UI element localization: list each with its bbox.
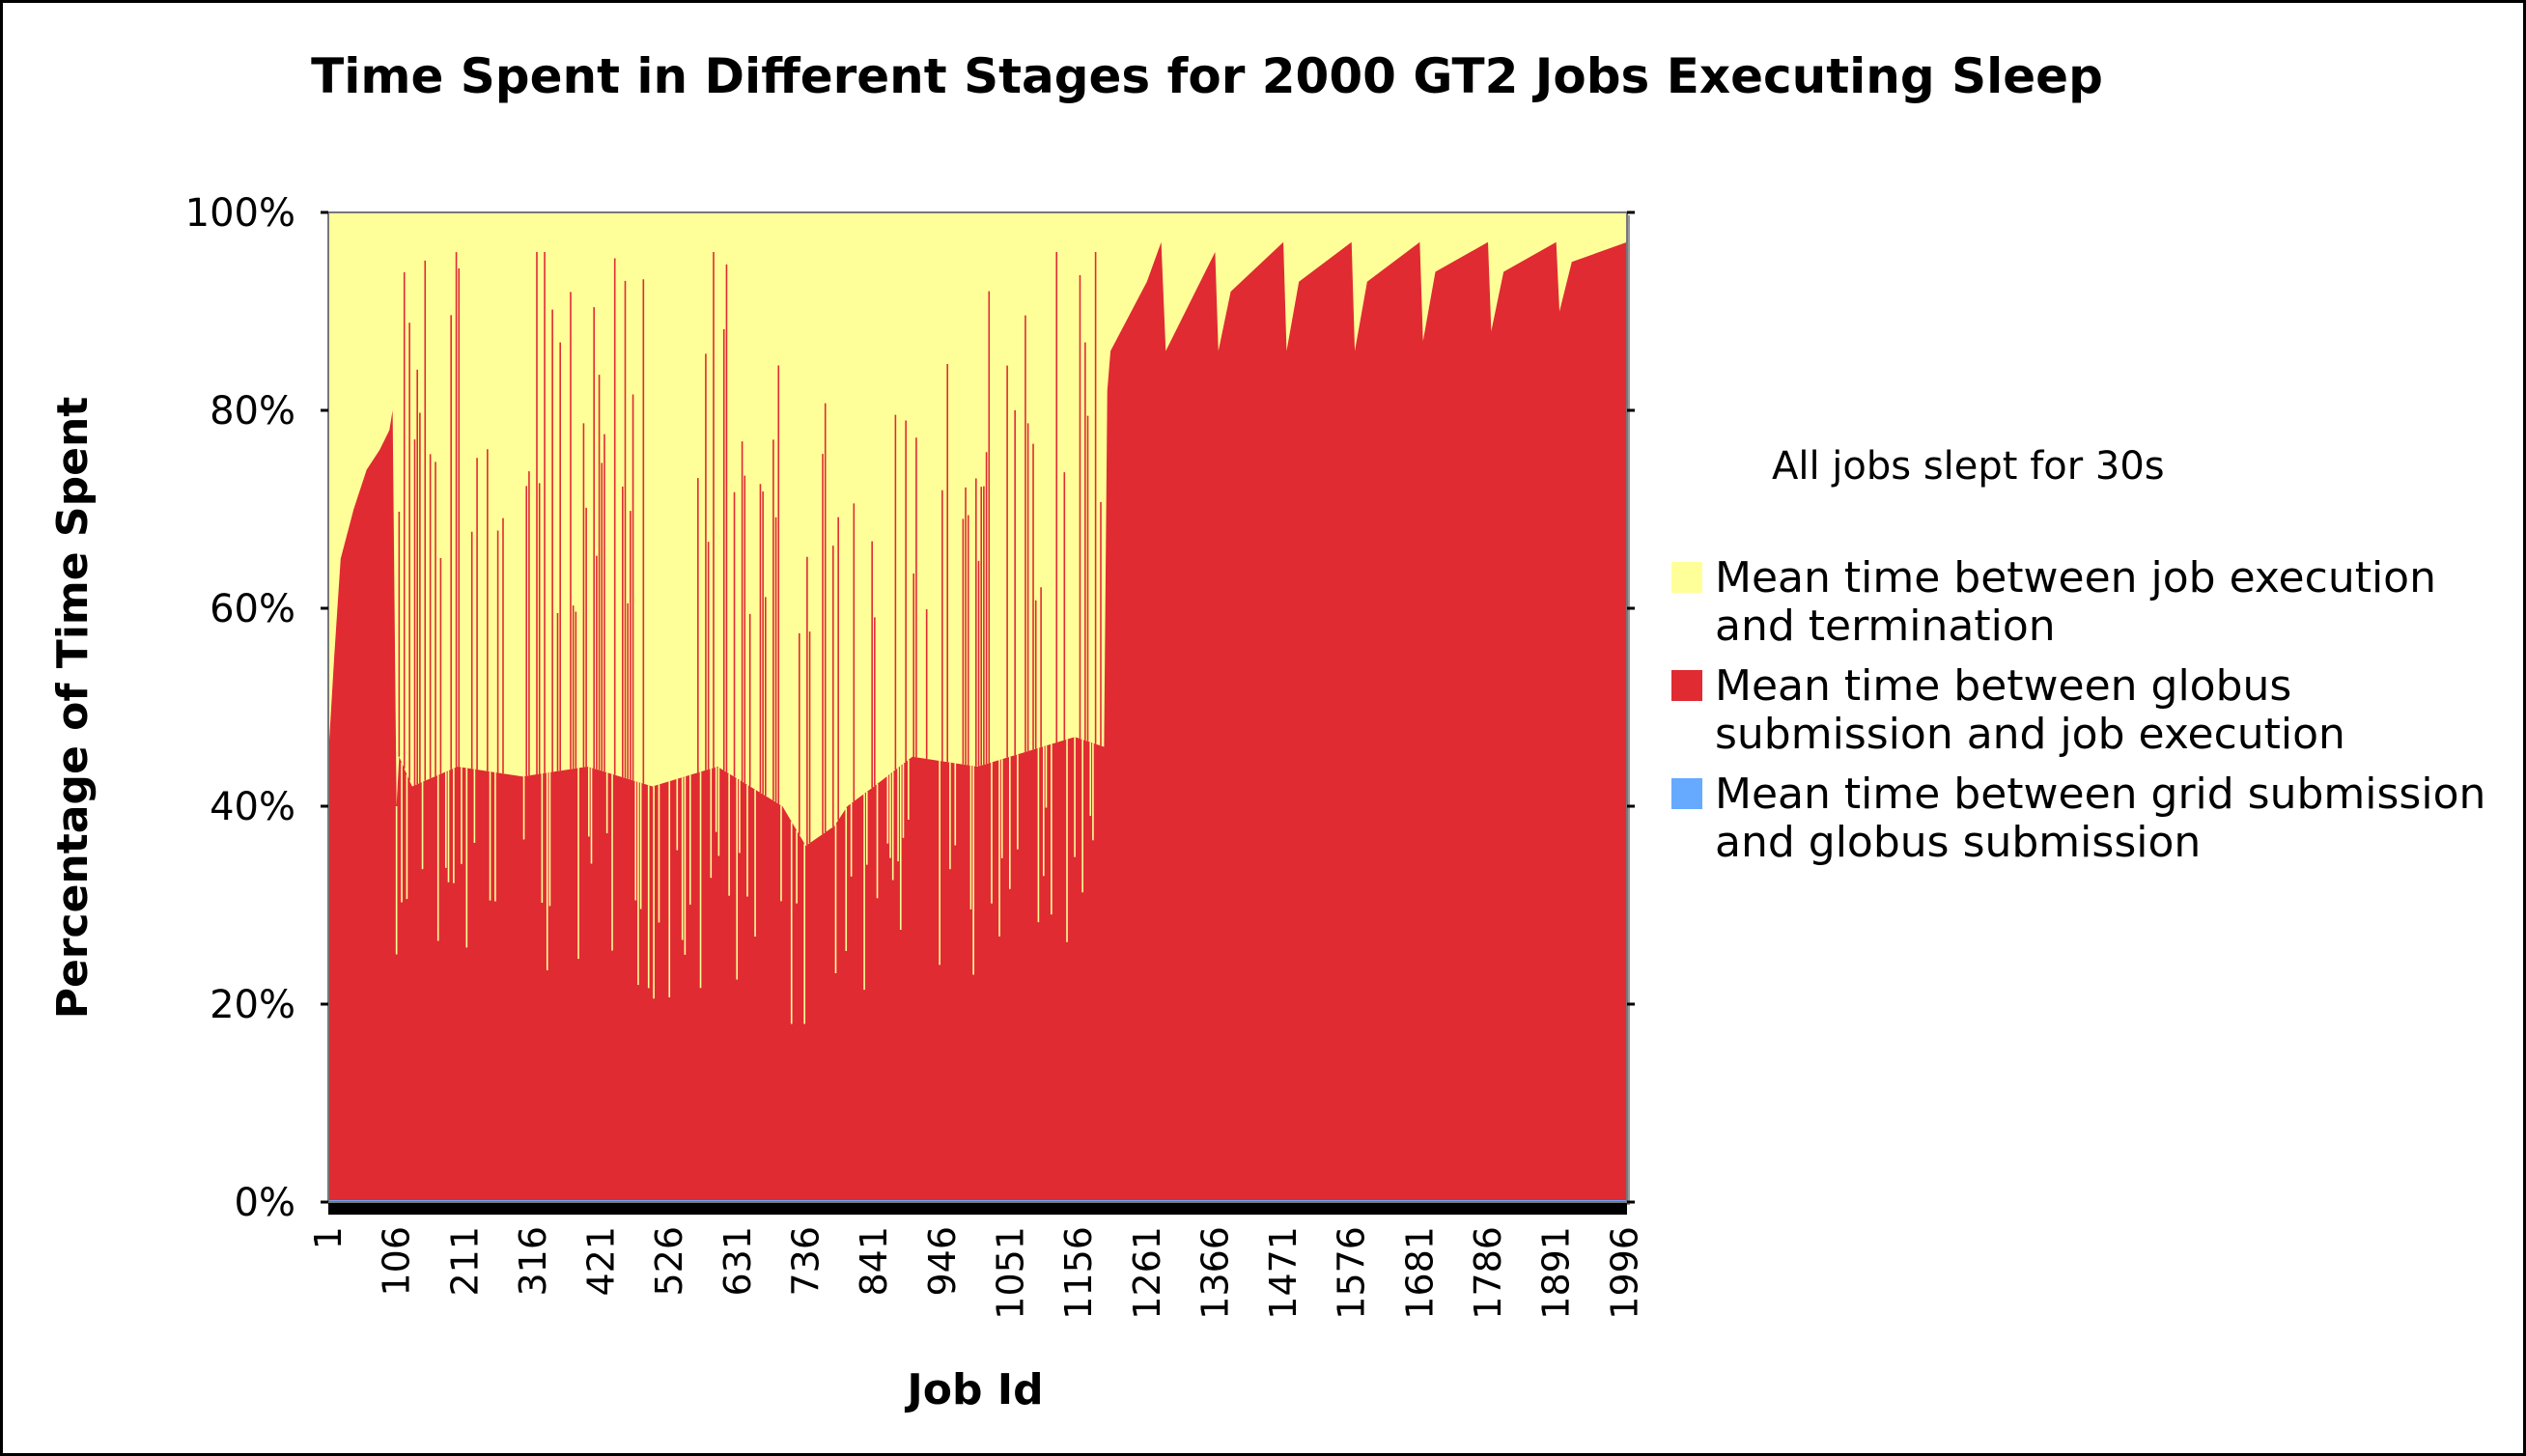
y-tick-label: 40% bbox=[210, 785, 295, 829]
x-tick-label: 1366 bbox=[1193, 1226, 1236, 1320]
plot-area bbox=[327, 211, 1628, 1215]
y-tick-label: 100% bbox=[185, 191, 295, 236]
annotation-note: All jobs slept for 30s bbox=[1772, 444, 2165, 489]
x-tick-label: 946 bbox=[921, 1226, 964, 1297]
y-tick-label: 80% bbox=[210, 389, 295, 434]
x-tick-label: 316 bbox=[512, 1226, 554, 1297]
legend-label-grid-line2: and globus submission bbox=[1715, 818, 2201, 867]
x-tick-label: 106 bbox=[376, 1226, 418, 1297]
x-tick-label: 1156 bbox=[1057, 1226, 1100, 1320]
spike-lines bbox=[395, 252, 1102, 1024]
x-axis: 1 106 211 316 421 526 631 736 841 946 1051 1156 1261… bbox=[307, 1226, 1645, 1320]
legend-label-grid-line1: Mean time between grid submission bbox=[1715, 770, 2485, 819]
legend-label-grid: Mean time between grid submission and gl… bbox=[1715, 770, 2499, 867]
x-tick-label: 1261 bbox=[1126, 1226, 1168, 1320]
x-tick-label: 1051 bbox=[989, 1226, 1031, 1320]
legend-label-termination-line1: Mean time between job execution bbox=[1715, 553, 2436, 602]
y-axis-title: Percentage of Time Spent bbox=[48, 397, 98, 1020]
plot-border bbox=[327, 211, 1628, 1203]
legend-swatch-grid bbox=[1671, 778, 1702, 809]
x-tick-label: 1996 bbox=[1603, 1226, 1645, 1320]
legend-label-termination-line2: and termination bbox=[1715, 602, 2056, 651]
y-tick-label: 20% bbox=[210, 983, 295, 1027]
x-tick-label: 526 bbox=[648, 1226, 690, 1297]
x-tick-label: 421 bbox=[580, 1226, 623, 1297]
legend-label-execution-line1: Mean time between globus bbox=[1715, 661, 2291, 711]
legend-swatch-execution bbox=[1671, 670, 1702, 701]
x-tick-label: 1681 bbox=[1398, 1226, 1441, 1320]
x-axis-title: Job Id bbox=[904, 1365, 1043, 1414]
stacked-area-chart: Time Spent in Different Stages for 2000 … bbox=[48, 48, 2499, 1414]
x-tick-label: 1576 bbox=[1331, 1226, 1373, 1320]
legend: Mean time between job execution and term… bbox=[1671, 553, 2499, 867]
x-tick-label: 1891 bbox=[1535, 1226, 1578, 1320]
legend-label-execution: Mean time between globus submission and … bbox=[1715, 661, 2345, 759]
chart-title: Time Spent in Different Stages for 2000 … bbox=[311, 48, 2103, 104]
x-tick-label: 211 bbox=[443, 1226, 486, 1297]
x-tick-label: 736 bbox=[785, 1226, 828, 1297]
x-tick-label: 1 bbox=[307, 1226, 350, 1249]
execution-area bbox=[328, 241, 1627, 1202]
x-tick-label: 841 bbox=[853, 1226, 895, 1297]
y-tick-label: 60% bbox=[210, 587, 295, 631]
y-tick-label: 0% bbox=[235, 1181, 295, 1225]
legend-label-execution-line2: submission and job execution bbox=[1715, 710, 2345, 759]
x-tick-label: 1471 bbox=[1262, 1226, 1305, 1320]
x-axis-baseline bbox=[328, 1202, 1627, 1215]
x-tick-label: 1786 bbox=[1467, 1226, 1509, 1320]
legend-swatch-termination bbox=[1671, 562, 1702, 593]
y-axis: 0% 20% 40% 60% 80% 100% bbox=[185, 191, 1635, 1225]
x-tick-label: 631 bbox=[716, 1226, 759, 1297]
legend-label-termination: Mean time between job execution and term… bbox=[1715, 553, 2450, 651]
